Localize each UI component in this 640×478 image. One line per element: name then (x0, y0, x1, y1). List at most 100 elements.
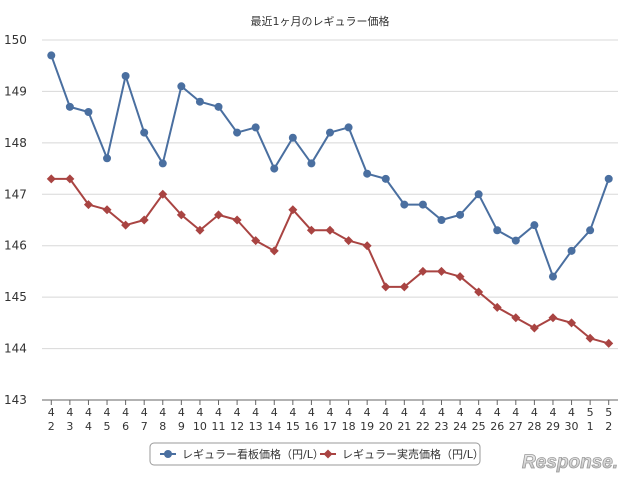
legend-marker-icon[interactable] (323, 449, 333, 459)
data-point[interactable] (493, 226, 502, 235)
data-point[interactable] (418, 266, 428, 276)
data-point[interactable] (121, 220, 131, 230)
x-tick-label-day: 1 (587, 420, 594, 433)
legend-label: レギュラー看板価格（円/L） (182, 447, 324, 461)
data-point[interactable] (214, 210, 224, 220)
data-point[interactable] (586, 226, 595, 235)
legend-item-2[interactable]: レギュラー実売価格（円/L） (320, 447, 484, 461)
x-tick-label-day: 10 (193, 420, 207, 433)
data-point[interactable] (344, 236, 354, 246)
data-point[interactable] (270, 164, 279, 173)
data-point[interactable] (158, 189, 168, 199)
x-tick-label-month: 4 (66, 406, 73, 419)
y-tick-label: 148 (4, 136, 27, 150)
data-point[interactable] (362, 241, 372, 251)
y-tick-label: 147 (4, 187, 27, 201)
data-point[interactable] (437, 216, 446, 224)
data-point[interactable] (529, 323, 539, 333)
x-tick-label-day: 26 (490, 420, 504, 433)
x-tick-label-day: 20 (379, 420, 393, 433)
data-point[interactable] (46, 174, 56, 184)
data-point[interactable] (288, 205, 298, 215)
data-point[interactable] (436, 266, 446, 276)
legend[interactable]: レギュラー看板価格（円/L） レギュラー実売価格（円/L） (149, 442, 484, 466)
data-point[interactable] (399, 282, 409, 292)
data-point[interactable] (47, 51, 56, 60)
x-tick-label-day: 2 (48, 420, 55, 433)
data-point[interactable] (548, 313, 558, 323)
data-point[interactable] (511, 236, 520, 245)
data-point[interactable] (214, 102, 223, 111)
x-tick-label-day: 9 (178, 420, 185, 433)
x-tick-label-day: 19 (360, 420, 374, 433)
data-point[interactable] (418, 200, 427, 209)
data-point[interactable] (474, 190, 483, 199)
x-tick-label-month: 4 (178, 406, 185, 419)
data-point[interactable] (307, 159, 316, 168)
data-point[interactable] (604, 174, 613, 183)
data-point[interactable] (548, 272, 557, 281)
data-point[interactable] (567, 318, 577, 328)
legend-marker-icon[interactable] (164, 450, 172, 458)
x-tick-label-day: 21 (397, 420, 411, 433)
data-point[interactable] (400, 200, 409, 209)
data-point[interactable] (251, 123, 260, 132)
data-point[interactable] (195, 97, 204, 106)
data-point[interactable] (158, 159, 167, 168)
data-point[interactable] (121, 72, 130, 80)
y-tick-label: 149 (4, 84, 27, 98)
data-point[interactable] (492, 302, 502, 312)
y-tick-label: 150 (4, 33, 27, 47)
x-tick-label-day: 16 (304, 420, 318, 433)
data-point[interactable] (381, 174, 390, 183)
x-tick-label-month: 4 (141, 406, 148, 419)
data-point[interactable] (325, 225, 335, 235)
data-point[interactable] (251, 236, 261, 246)
data-point[interactable] (176, 210, 186, 220)
x-tick-label-month: 4 (308, 406, 315, 419)
data-point[interactable] (474, 287, 484, 297)
x-tick-label-month: 4 (382, 406, 389, 419)
x-tick-label-month: 4 (401, 406, 408, 419)
data-point[interactable] (567, 246, 576, 255)
data-point[interactable] (103, 154, 112, 163)
data-point[interactable] (65, 102, 74, 111)
data-point[interactable] (83, 200, 93, 210)
x-tick-label-day: 6 (122, 420, 129, 433)
x-tick-label-month: 4 (271, 406, 278, 419)
data-point[interactable] (102, 205, 112, 215)
data-point[interactable] (233, 128, 242, 137)
y-axis: 143 144 145 146 147 148 149 150 (4, 33, 27, 407)
x-tick-label-month: 4 (457, 406, 464, 419)
data-point[interactable] (84, 108, 93, 116)
legend-label: レギュラー実売価格（円/L） (342, 447, 484, 461)
data-point[interactable] (530, 221, 539, 230)
x-tick-label-month: 4 (345, 406, 352, 419)
data-point[interactable] (511, 313, 521, 323)
data-point[interactable] (363, 169, 372, 178)
x-tick-label-day: 2 (605, 420, 612, 433)
data-point[interactable] (139, 215, 149, 225)
x-tick-label-day: 4 (85, 420, 92, 433)
x-tick-label-day: 25 (472, 420, 486, 433)
data-point[interactable] (232, 215, 242, 225)
y-tick-label: 146 (4, 239, 27, 253)
data-point[interactable] (455, 272, 465, 282)
data-point[interactable] (288, 133, 297, 142)
x-tick-label-day: 12 (230, 420, 244, 433)
x-tick-label-month: 4 (549, 406, 556, 419)
data-point[interactable] (326, 128, 334, 137)
data-point[interactable] (585, 333, 595, 343)
data-point[interactable] (306, 225, 316, 235)
data-point[interactable] (195, 225, 205, 235)
data-point[interactable] (381, 282, 391, 292)
data-point[interactable] (140, 128, 149, 137)
data-point[interactable] (269, 246, 279, 256)
series-line (50, 55, 610, 278)
data-point[interactable] (65, 174, 75, 184)
data-point[interactable] (456, 210, 465, 219)
legend-item-1[interactable]: レギュラー看板価格（円/L） (160, 447, 324, 461)
data-point[interactable] (604, 338, 614, 348)
data-point[interactable] (344, 123, 353, 132)
data-point[interactable] (177, 82, 186, 91)
